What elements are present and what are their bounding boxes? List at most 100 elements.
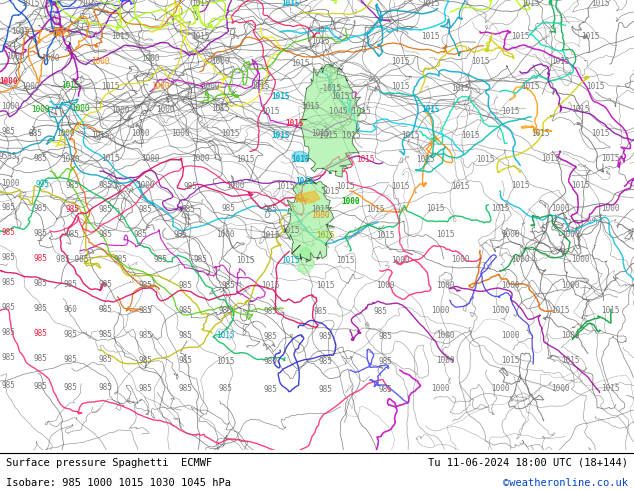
Text: 1015: 1015 bbox=[571, 181, 589, 190]
Text: 1015: 1015 bbox=[210, 104, 230, 113]
Text: 1000: 1000 bbox=[571, 255, 589, 264]
Text: 1000: 1000 bbox=[436, 356, 454, 365]
Text: 985: 985 bbox=[33, 229, 47, 238]
Text: 985: 985 bbox=[181, 205, 195, 215]
Text: 1015: 1015 bbox=[511, 32, 529, 41]
Text: 1000: 1000 bbox=[391, 256, 410, 265]
Text: 985: 985 bbox=[113, 255, 127, 264]
Text: 985: 985 bbox=[65, 230, 79, 239]
Text: Surface pressure Spaghetti  ECMWF: Surface pressure Spaghetti ECMWF bbox=[6, 458, 212, 467]
Text: 1000: 1000 bbox=[41, 54, 59, 63]
Text: 985: 985 bbox=[218, 384, 232, 392]
Text: 985: 985 bbox=[378, 332, 392, 341]
Text: 1015: 1015 bbox=[291, 59, 309, 68]
Text: 1015: 1015 bbox=[511, 181, 529, 190]
Text: 985: 985 bbox=[178, 281, 192, 290]
Text: 1000: 1000 bbox=[191, 154, 209, 163]
Text: 1000: 1000 bbox=[551, 384, 569, 392]
Text: 1000: 1000 bbox=[501, 230, 519, 239]
Text: 985: 985 bbox=[263, 307, 277, 316]
Text: 1015: 1015 bbox=[551, 57, 569, 66]
Text: 1015: 1015 bbox=[236, 256, 254, 265]
Text: 1015: 1015 bbox=[301, 102, 320, 111]
Text: 985: 985 bbox=[133, 230, 147, 239]
Text: 985: 985 bbox=[263, 205, 277, 215]
Text: 1000: 1000 bbox=[56, 129, 74, 138]
Text: 1000: 1000 bbox=[6, 52, 24, 61]
Text: 1015: 1015 bbox=[601, 306, 619, 315]
Text: 1000: 1000 bbox=[141, 54, 159, 63]
Text: 985: 985 bbox=[178, 331, 192, 340]
Text: 1015: 1015 bbox=[331, 92, 349, 101]
Text: 1000: 1000 bbox=[436, 281, 454, 290]
Text: 1015: 1015 bbox=[81, 0, 100, 8]
Text: 1015: 1015 bbox=[541, 154, 559, 163]
Text: 1015: 1015 bbox=[436, 230, 454, 239]
Text: 985: 985 bbox=[98, 280, 112, 289]
Text: 1015: 1015 bbox=[581, 32, 599, 41]
Text: 985: 985 bbox=[33, 304, 47, 313]
Text: 1015: 1015 bbox=[91, 131, 109, 140]
Text: 960: 960 bbox=[63, 305, 77, 314]
Text: 985: 985 bbox=[1, 228, 15, 237]
Text: 1015: 1015 bbox=[261, 281, 279, 290]
Text: 1015: 1015 bbox=[356, 155, 374, 164]
Text: 1000: 1000 bbox=[131, 129, 149, 138]
Text: Isobare: 985 1000 1015 1030 1045 hPa: Isobare: 985 1000 1015 1030 1045 hPa bbox=[6, 478, 231, 488]
Text: 1000: 1000 bbox=[111, 106, 129, 115]
Text: 1015: 1015 bbox=[291, 155, 309, 164]
Polygon shape bbox=[292, 151, 308, 161]
Text: 985: 985 bbox=[173, 230, 187, 239]
Text: 985: 985 bbox=[63, 280, 77, 289]
Text: 985: 985 bbox=[33, 204, 47, 214]
Text: 985: 985 bbox=[1, 127, 15, 136]
Text: 1015: 1015 bbox=[426, 204, 444, 214]
Text: 985: 985 bbox=[33, 254, 47, 263]
Text: 1000: 1000 bbox=[340, 196, 359, 205]
Text: 1015: 1015 bbox=[311, 37, 329, 46]
Text: 1015: 1015 bbox=[216, 357, 234, 366]
Text: 1000: 1000 bbox=[511, 255, 529, 264]
Text: 985: 985 bbox=[263, 332, 277, 341]
Text: 985: 985 bbox=[1, 253, 15, 262]
Text: 1015: 1015 bbox=[501, 356, 519, 365]
Polygon shape bbox=[295, 191, 320, 203]
Text: 985: 985 bbox=[378, 357, 392, 366]
Text: 1015: 1015 bbox=[476, 155, 495, 164]
Text: 1000: 1000 bbox=[21, 82, 39, 91]
Text: 1015: 1015 bbox=[366, 205, 384, 215]
Text: 985: 985 bbox=[221, 281, 235, 290]
Text: 985: 985 bbox=[98, 383, 112, 392]
Text: 985: 985 bbox=[98, 355, 112, 364]
Text: 1015: 1015 bbox=[421, 0, 439, 8]
Text: 1000: 1000 bbox=[560, 331, 579, 340]
Text: 985: 985 bbox=[98, 330, 112, 339]
Text: Tu 11-06-2024 18:00 UTC (18+144): Tu 11-06-2024 18:00 UTC (18+144) bbox=[428, 458, 628, 467]
Text: 985: 985 bbox=[263, 357, 277, 366]
Text: 985: 985 bbox=[153, 255, 167, 264]
Text: 985: 985 bbox=[193, 255, 207, 264]
Text: 1015: 1015 bbox=[416, 155, 434, 164]
Text: 1015: 1015 bbox=[586, 82, 604, 91]
Text: 1015: 1015 bbox=[316, 231, 334, 241]
Text: 985: 985 bbox=[1, 203, 15, 213]
Text: 1015: 1015 bbox=[261, 107, 279, 116]
Text: 1015: 1015 bbox=[191, 32, 209, 41]
Text: 985: 985 bbox=[318, 385, 332, 393]
Text: 1015: 1015 bbox=[321, 187, 339, 196]
Text: 985: 985 bbox=[98, 181, 112, 190]
Text: 1000: 1000 bbox=[31, 105, 49, 114]
Text: 1015: 1015 bbox=[261, 231, 279, 241]
Text: 1015: 1015 bbox=[311, 205, 329, 215]
Text: 1000: 1000 bbox=[551, 204, 569, 214]
Text: 1000: 1000 bbox=[601, 204, 619, 214]
Text: 1015: 1015 bbox=[101, 154, 119, 163]
Text: 1015: 1015 bbox=[251, 82, 269, 91]
Text: 1000: 1000 bbox=[1, 102, 19, 111]
Text: 1015: 1015 bbox=[221, 129, 239, 138]
Text: 1000: 1000 bbox=[201, 82, 219, 91]
Text: 1000: 1000 bbox=[501, 331, 519, 340]
Text: 1000: 1000 bbox=[560, 230, 579, 239]
Text: 1000: 1000 bbox=[376, 281, 394, 290]
Text: 1000: 1000 bbox=[156, 105, 174, 114]
